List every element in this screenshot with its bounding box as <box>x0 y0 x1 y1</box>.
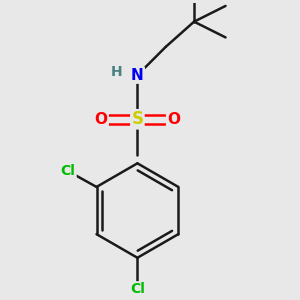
Text: H: H <box>111 65 123 79</box>
Text: O: O <box>95 112 108 127</box>
Text: S: S <box>131 110 143 128</box>
Text: N: N <box>131 68 144 83</box>
Text: Cl: Cl <box>61 164 76 178</box>
Text: O: O <box>167 112 180 127</box>
Text: Cl: Cl <box>130 282 145 296</box>
